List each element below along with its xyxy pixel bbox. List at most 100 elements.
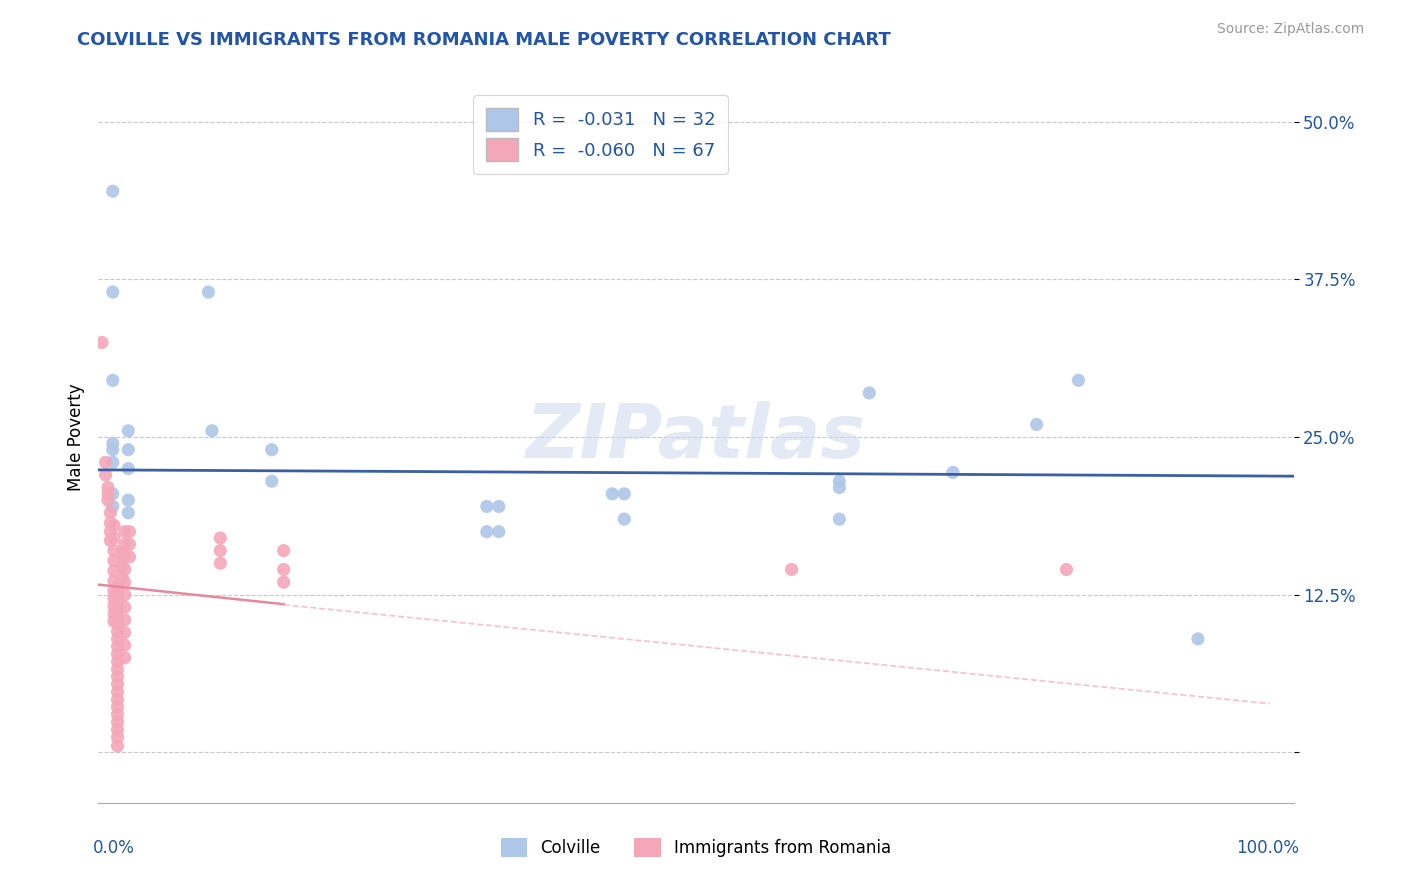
Point xyxy=(98,533,122,548)
Point xyxy=(107,640,129,654)
Point xyxy=(828,481,851,495)
Point xyxy=(114,600,136,615)
Point xyxy=(828,512,851,526)
Point xyxy=(94,467,117,482)
Point xyxy=(107,715,129,730)
Point xyxy=(107,662,129,676)
Point xyxy=(107,700,129,714)
Point xyxy=(103,583,125,598)
Point xyxy=(117,506,139,520)
Point xyxy=(273,575,295,590)
Point xyxy=(103,554,125,568)
Point xyxy=(114,562,136,576)
Point xyxy=(114,549,136,564)
Point xyxy=(101,455,124,469)
Point xyxy=(858,386,880,401)
Point xyxy=(114,524,136,539)
Point xyxy=(117,424,139,438)
Point xyxy=(117,461,139,475)
Point xyxy=(107,677,129,691)
Point xyxy=(107,739,129,753)
Point xyxy=(107,616,129,631)
Point xyxy=(101,285,124,299)
Point xyxy=(780,562,803,576)
Point xyxy=(103,564,125,578)
Point xyxy=(488,500,510,514)
Text: 0.0%: 0.0% xyxy=(93,838,135,856)
Point xyxy=(209,543,232,558)
Point xyxy=(273,543,295,558)
Point xyxy=(107,670,129,684)
Point xyxy=(101,500,124,514)
Point xyxy=(97,481,120,495)
Point xyxy=(107,692,129,706)
Point xyxy=(107,647,129,661)
Point xyxy=(197,285,219,299)
Text: COLVILLE VS IMMIGRANTS FROM ROMANIA MALE POVERTY CORRELATION CHART: COLVILLE VS IMMIGRANTS FROM ROMANIA MALE… xyxy=(77,31,891,49)
Point xyxy=(107,586,129,600)
Point xyxy=(101,436,124,450)
Text: Source: ZipAtlas.com: Source: ZipAtlas.com xyxy=(1216,22,1364,37)
Text: 100.0%: 100.0% xyxy=(1236,838,1299,856)
Point xyxy=(111,546,134,560)
Point xyxy=(117,493,139,508)
Point xyxy=(103,518,125,533)
Point xyxy=(107,624,129,639)
Point xyxy=(114,638,136,652)
Point xyxy=(103,531,125,545)
Point xyxy=(94,455,117,469)
Point xyxy=(107,594,129,608)
Point xyxy=(107,601,129,615)
Point xyxy=(260,442,283,457)
Point xyxy=(201,424,224,438)
Point xyxy=(1025,417,1047,432)
Point xyxy=(114,650,136,665)
Legend: Colville, Immigrants from Romania: Colville, Immigrants from Romania xyxy=(494,831,898,864)
Point xyxy=(111,571,134,585)
Point xyxy=(103,543,125,558)
Point xyxy=(114,575,136,590)
Point xyxy=(101,373,124,387)
Point xyxy=(103,591,125,606)
Point xyxy=(1067,373,1090,387)
Point xyxy=(209,556,232,570)
Point xyxy=(97,493,120,508)
Point xyxy=(209,531,232,545)
Point xyxy=(91,335,114,350)
Point xyxy=(117,442,139,457)
Point xyxy=(98,516,122,530)
Point xyxy=(103,574,125,588)
Point xyxy=(103,607,125,621)
Point xyxy=(114,613,136,627)
Point xyxy=(114,588,136,602)
Point xyxy=(107,609,129,624)
Point xyxy=(942,466,965,480)
Point xyxy=(98,524,122,539)
Point xyxy=(107,579,129,593)
Point xyxy=(118,537,141,551)
Point xyxy=(475,500,498,514)
Point xyxy=(107,723,129,737)
Point xyxy=(101,442,124,457)
Point xyxy=(273,562,295,576)
Point xyxy=(101,487,124,501)
Point xyxy=(97,487,120,501)
Point xyxy=(1056,562,1078,576)
Point xyxy=(107,632,129,646)
Point xyxy=(118,524,141,539)
Point xyxy=(613,487,636,501)
Point xyxy=(107,685,129,699)
Point xyxy=(107,655,129,669)
Point xyxy=(828,474,851,488)
Point xyxy=(103,614,125,628)
Point xyxy=(602,487,624,501)
Point xyxy=(118,549,141,564)
Point xyxy=(114,537,136,551)
Point xyxy=(475,524,498,539)
Point xyxy=(613,512,636,526)
Point xyxy=(111,558,134,573)
Point xyxy=(98,506,122,520)
Point xyxy=(107,730,129,744)
Point xyxy=(103,599,125,613)
Point xyxy=(107,707,129,722)
